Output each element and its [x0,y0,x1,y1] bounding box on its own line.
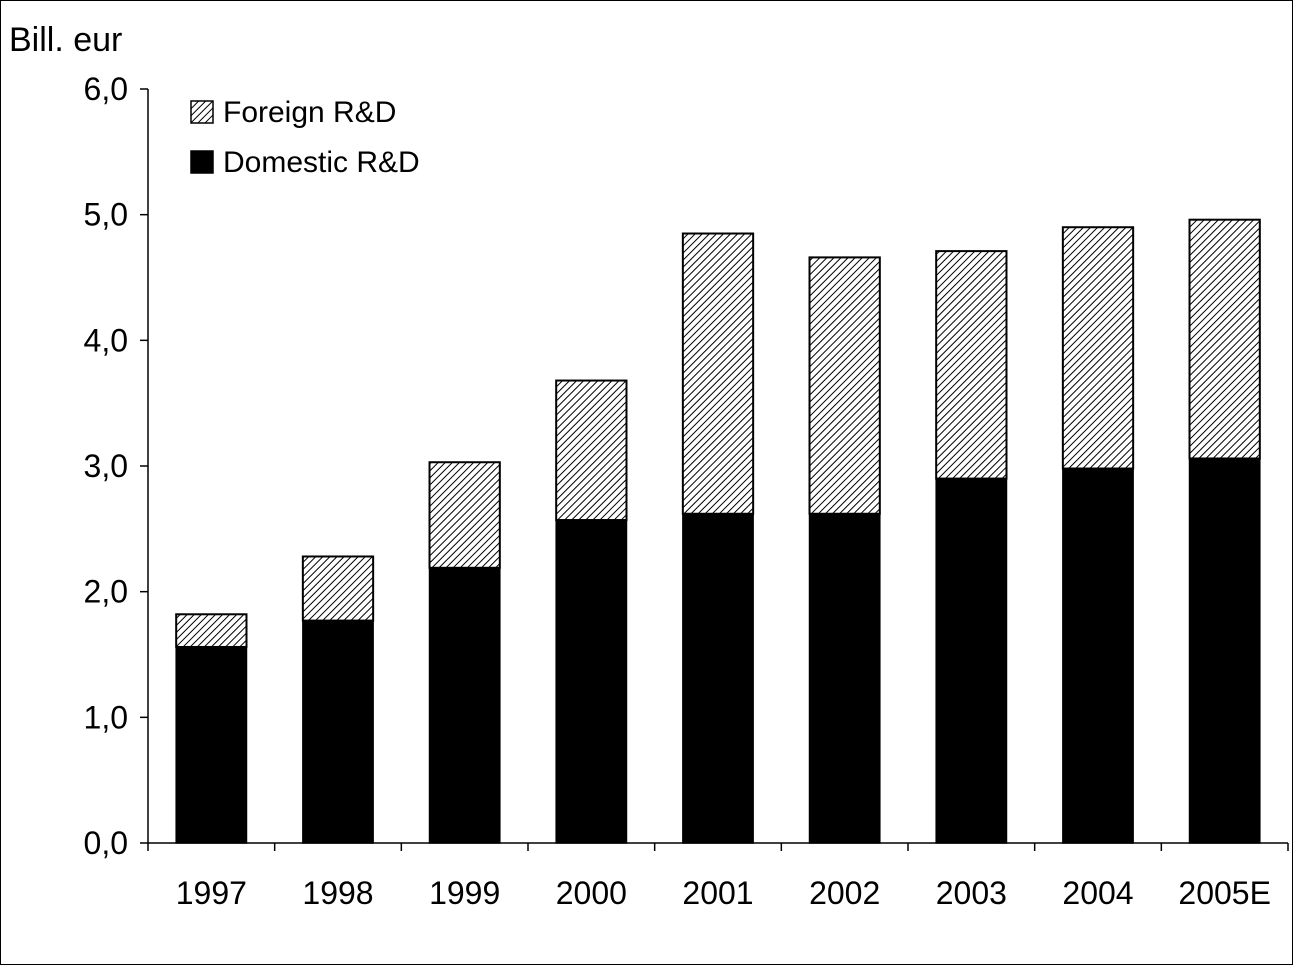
bar-domestic-2000 [555,519,628,844]
legend-label-domestic: Domestic R&D [223,146,420,179]
y-tick-label: 6,0 [84,71,128,107]
bar-domestic-2005E [1188,457,1261,844]
bars [175,218,1261,844]
y-tick-label: 5,0 [84,197,128,233]
bar-foreign-2001 [681,232,755,515]
y-tick-label: 2,0 [84,574,128,610]
x-tick-labels: 1997 1998 1999 2000 2001 2002 2003 2004 2005E [176,875,1271,911]
bar-foreign-2004 [1061,226,1135,470]
bar-domestic-1999 [428,567,501,844]
bar-domestic-2004 [1062,467,1134,844]
legend-label-foreign: Foreign R&D [223,96,396,129]
bar-domestic-1997 [175,646,248,844]
bar-foreign-1998 [301,555,375,622]
bar-foreign-2005E [1188,218,1261,460]
x-tick-label: 2004 [1062,875,1133,911]
bar-domestic-2002 [808,513,881,844]
bar-domestic-2001 [682,513,754,844]
y-tick-labels: 0,0 1,0 2,0 3,0 4,0 5,0 6,0 [84,71,128,861]
x-tick-label: 2005E [1178,875,1271,911]
y-tick-label: 4,0 [84,322,128,358]
x-tick-label: 2002 [809,875,880,911]
x-tick-label: 2000 [556,875,627,911]
legend-swatch-domestic [190,150,214,174]
legend-swatch-foreign [190,100,214,124]
bar-foreign-2003 [935,250,1008,480]
bar-domestic-2003 [935,477,1008,844]
bar-foreign-1999 [428,461,501,569]
legend: Foreign R&D Domestic R&D [190,96,420,179]
x-tick-label: 1999 [429,875,500,911]
y-axis-unit-label: Bill. eur [9,21,122,59]
x-tick-label: 2003 [936,875,1007,911]
bar-domestic-1998 [302,619,374,844]
x-tick-label: 1998 [302,875,373,911]
bar-foreign-1997 [175,613,248,648]
x-tick-label: 1997 [176,875,247,911]
bar-foreign-2000 [555,379,628,522]
bar-foreign-2002 [808,256,881,515]
y-tick-label: 0,0 [84,825,128,861]
y-tick-label: 1,0 [84,699,128,735]
y-tick-label: 3,0 [84,448,128,484]
x-tick-label: 2001 [682,875,753,911]
